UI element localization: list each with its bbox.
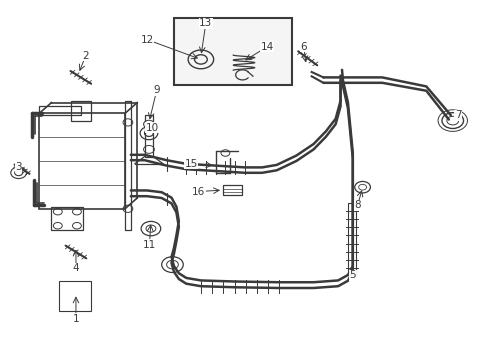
- Text: 6: 6: [300, 42, 307, 52]
- Text: 15: 15: [184, 159, 198, 169]
- Text: 9: 9: [153, 85, 160, 95]
- Text: 14: 14: [260, 42, 274, 52]
- Text: 1: 1: [73, 314, 79, 324]
- Text: 11: 11: [143, 240, 156, 250]
- Text: 8: 8: [354, 200, 361, 210]
- Bar: [39, 113, 125, 209]
- Bar: [145, 115, 153, 157]
- Text: 12: 12: [140, 35, 154, 45]
- Text: 13: 13: [199, 18, 213, 28]
- Text: 3: 3: [15, 162, 22, 172]
- Bar: [348, 203, 356, 275]
- Text: 2: 2: [82, 51, 89, 61]
- Text: 10: 10: [146, 123, 158, 133]
- Text: 7: 7: [455, 110, 462, 120]
- Bar: [51, 207, 83, 230]
- Text: 4: 4: [73, 263, 79, 273]
- Text: 5: 5: [349, 270, 356, 280]
- Bar: [223, 185, 242, 195]
- Text: 16: 16: [192, 186, 205, 197]
- Bar: [59, 281, 91, 311]
- Bar: [174, 18, 292, 85]
- Bar: [39, 106, 81, 115]
- Bar: [71, 101, 91, 121]
